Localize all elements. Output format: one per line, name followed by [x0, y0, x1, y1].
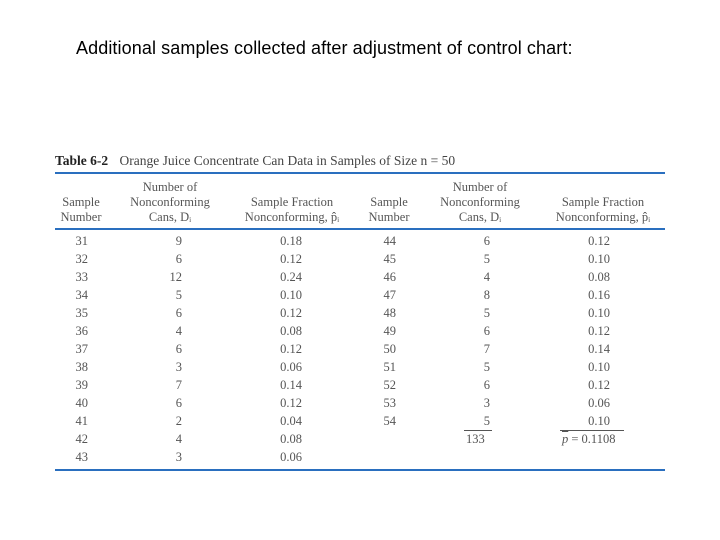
table-cell: 0.14: [280, 378, 302, 392]
table-cell: 0.12: [588, 324, 610, 338]
table-cell: 0.24: [280, 270, 302, 284]
header-fraction-right: Sample Fraction Nonconforming, p̂ᵢ: [555, 195, 651, 224]
table-cell: 4: [175, 432, 182, 446]
header-sample-number-right: Sample Number: [368, 195, 410, 224]
table-cell: 6: [483, 378, 490, 392]
table-caption: Table 6-2 Orange Juice Concentrate Can D…: [55, 153, 665, 169]
table-cell: 4: [175, 324, 182, 338]
table-cell: 4: [483, 270, 490, 284]
table-cell: 0.08: [280, 432, 302, 446]
header-sample-number-left: Sample Number: [60, 195, 102, 224]
table-cell: 50: [383, 342, 397, 356]
column-fraction-left: 0.18 0.12 0.24 0.10 0.12 0.08 0.12 0.06 0.14 0.12…: [262, 232, 302, 466]
table-cell: 38: [75, 360, 89, 374]
table-cell: 0.12: [280, 252, 302, 266]
table-cell: 0.12: [280, 306, 302, 320]
slide-title: Additional samples collected after adjus…: [76, 38, 573, 58]
table-cell: 42: [75, 432, 89, 446]
table-top-rule: [55, 172, 665, 174]
table-cell: 46: [383, 270, 397, 284]
table-cell: 0.10: [588, 414, 610, 428]
table-cell: 36: [75, 324, 89, 338]
table-cell: 0.10: [588, 360, 610, 374]
table-cell: 32: [75, 252, 89, 266]
table-cell: 34: [75, 288, 89, 302]
table-cell: 12: [169, 270, 183, 284]
table-header-rule: [55, 228, 665, 230]
column-count-right: 6 5 4 8 5 6 7 5 6 3 5: [464, 232, 490, 430]
table-cell: 6: [175, 342, 182, 356]
header-nonconforming-left: Number of Nonconforming Cans, Dᵢ: [130, 180, 210, 224]
table-cell: 0.08: [588, 270, 610, 284]
pbar-symbol: p: [562, 432, 569, 446]
table-cell: 41: [75, 414, 89, 428]
table-cell: 9: [175, 234, 182, 248]
pbar-value: = 0.1108: [571, 432, 616, 446]
table-cell: 37: [75, 342, 89, 356]
table-cell: 43: [75, 450, 89, 464]
table-cell: 5: [483, 360, 490, 374]
table-cell: 0.10: [280, 288, 302, 302]
table-cell: 49: [383, 324, 397, 338]
pbar-rule: [560, 430, 624, 431]
table-cell: 39: [75, 378, 89, 392]
table-cell: 6: [483, 324, 490, 338]
table-cell: 0.10: [588, 306, 610, 320]
table-cell: 8: [483, 288, 490, 302]
table-cell: 0.12: [280, 396, 302, 410]
table-cell: 0.12: [588, 378, 610, 392]
table-cell: 33: [75, 270, 89, 284]
column-count-left: 9 6 12 5 6 4 6 3 7 6 2 4 3: [150, 232, 183, 466]
table-cell: 5: [483, 306, 490, 320]
header-fraction-left: Sample Fraction Nonconforming, p̂ᵢ: [244, 195, 340, 224]
table-cell: 53: [383, 396, 397, 410]
table-cell: 40: [75, 396, 89, 410]
table-cell: 5: [175, 288, 182, 302]
count-sum-rule: [464, 430, 492, 431]
table-cell: 0.06: [280, 360, 302, 374]
table-cell: 0.08: [280, 324, 302, 338]
table-title: Orange Juice Concentrate Can Data in Sam…: [119, 153, 456, 168]
table-cell: 3: [483, 396, 490, 410]
table-cell: 0.04: [280, 414, 302, 428]
header-nonconforming-right: Number of Nonconforming Cans, Dᵢ: [440, 180, 520, 224]
table-cell: 45: [383, 252, 397, 266]
count-sum: 133: [466, 432, 485, 446]
table-cell: 2: [175, 414, 182, 428]
table-cell: 0.16: [588, 288, 610, 302]
table-cell: 51: [383, 360, 397, 374]
table-label: Table 6-2: [55, 153, 109, 168]
table-cell: 47: [383, 288, 397, 302]
table-cell: 0.12: [280, 342, 302, 356]
table-cell: 7: [483, 342, 490, 356]
column-fraction-right: 0.12 0.10 0.08 0.16 0.10 0.12 0.14 0.10 0.12 0.06…: [578, 232, 610, 430]
table-cell: 5: [483, 252, 490, 266]
table-cell: 6: [175, 306, 182, 320]
table-cell: 6: [175, 396, 182, 410]
table-cell: 0.10: [588, 252, 610, 266]
table-cell: 6: [483, 234, 490, 248]
column-sample-left: 31 32 33 34 35 36 37 38 39 40 41 42 43: [60, 232, 89, 466]
table-cell: 5: [483, 414, 490, 428]
table-cell: 52: [383, 378, 397, 392]
column-sample-right: 44 45 46 47 48 49 50 51 52 53 54: [372, 232, 397, 430]
pbar-total: p = 0.1108: [562, 432, 615, 447]
table-cell: 0.18: [280, 234, 302, 248]
table-cell: 48: [383, 306, 397, 320]
table-cell: 6: [175, 252, 182, 266]
table-cell: 0.06: [588, 396, 610, 410]
table-cell: 3: [175, 360, 182, 374]
table-cell: 31: [75, 234, 89, 248]
table-bottom-rule: [55, 469, 665, 471]
table-cell: 0.12: [588, 234, 610, 248]
table-cell: 7: [175, 378, 182, 392]
table-cell: 0.14: [588, 342, 610, 356]
table-cell: 0.06: [280, 450, 302, 464]
table-cell: 3: [175, 450, 182, 464]
table-cell: 54: [383, 414, 397, 428]
table-cell: 44: [383, 234, 397, 248]
table-cell: 35: [75, 306, 89, 320]
